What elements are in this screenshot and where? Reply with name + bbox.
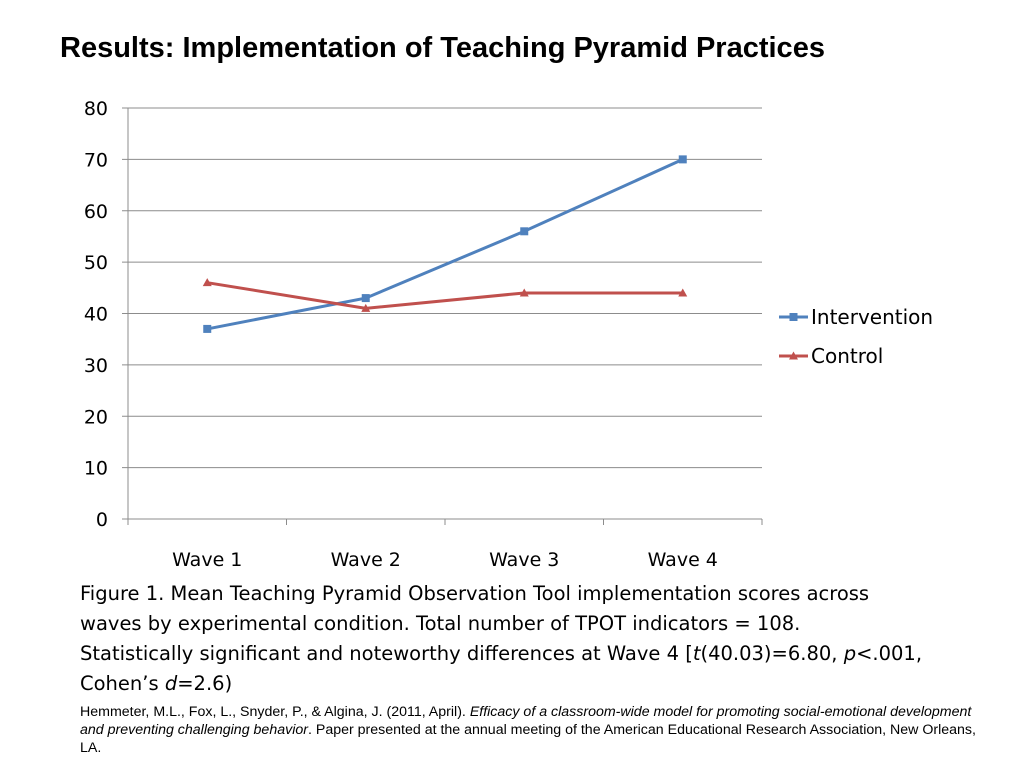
- data-point: [202, 278, 212, 287]
- y-tick-label: 10: [84, 458, 108, 480]
- caption-t-symbol: t: [692, 642, 701, 665]
- caption-line-4-b: =2.6): [177, 672, 233, 695]
- y-tick-label: 40: [84, 304, 108, 326]
- y-tick-label: 70: [84, 149, 108, 171]
- reference-details: . Paper presented at the annual meeting …: [80, 722, 976, 756]
- legend-label: Intervention: [811, 305, 933, 329]
- caption-line-2: waves by experimental condition. Total n…: [80, 612, 801, 635]
- y-tick-label: 50: [84, 252, 108, 274]
- x-tick-label: Wave 2: [331, 549, 401, 571]
- figure-caption: Figure 1. Mean Teaching Pyramid Observat…: [80, 579, 980, 699]
- x-tick-label: Wave 3: [489, 549, 559, 571]
- caption-line-4-a: Cohen’s: [80, 672, 165, 695]
- y-tick-label: 30: [84, 355, 108, 377]
- data-point: [678, 155, 687, 164]
- series-line: [206, 158, 684, 331]
- chart-series: [202, 155, 688, 333]
- data-point: [361, 303, 371, 312]
- data-point: [519, 288, 529, 297]
- caption-p-symbol: p: [843, 642, 857, 665]
- citation-reference: Hemmeter, M.L., Fox, L., Snyder, P., & A…: [80, 703, 980, 757]
- chart-gridlines: [128, 107, 762, 469]
- data-point: [203, 324, 212, 333]
- data-point: [678, 288, 688, 297]
- slide-title: Results: Implementation of Teaching Pyra…: [60, 32, 825, 64]
- x-tick-label: Wave 1: [172, 549, 242, 571]
- caption-line-3-a: Statistically significant and noteworthy…: [80, 642, 693, 665]
- caption-line-3-c: <.001,: [856, 642, 923, 665]
- y-tick-label: 20: [84, 406, 108, 428]
- legend-marker: [789, 351, 798, 360]
- series-intervention: [203, 155, 687, 333]
- legend-label: Control: [811, 344, 883, 368]
- y-axis-tick-labels: 0 10 20 30 40 50 60 70 80: [84, 98, 108, 531]
- legend-item-intervention: Intervention: [779, 305, 933, 329]
- chart-axes: [122, 107, 763, 525]
- data-point: [361, 294, 370, 303]
- y-tick-label: 0: [96, 509, 108, 531]
- legend-item-control: Control: [779, 344, 883, 368]
- reference-authors: Hemmeter, M.L., Fox, L., Snyder, P., & A…: [80, 704, 470, 720]
- x-tick-label: Wave 4: [648, 549, 718, 571]
- reference-work-title: Efficacy of a classroom-wide model for p…: [80, 704, 972, 738]
- chart-legend: Intervention Control: [779, 305, 933, 368]
- caption-d-symbol: d: [164, 672, 178, 695]
- caption-line-3: Statistically significant and noteworthy…: [80, 639, 980, 669]
- series-line: [207, 281, 683, 310]
- x-axis-tick-labels: Wave 1 Wave 2 Wave 3 Wave 4: [172, 549, 718, 571]
- y-tick-label: 80: [84, 98, 108, 120]
- caption-line-3-b: (40.03)=6.80,: [700, 642, 844, 665]
- legend-marker: [789, 313, 798, 321]
- data-point: [520, 227, 529, 236]
- y-tick-label: 60: [84, 201, 108, 223]
- caption-line-1: Figure 1. Mean Teaching Pyramid Observat…: [80, 582, 870, 605]
- caption-line-4: Cohen’s d=2.6): [80, 669, 980, 699]
- series-control: [202, 278, 688, 312]
